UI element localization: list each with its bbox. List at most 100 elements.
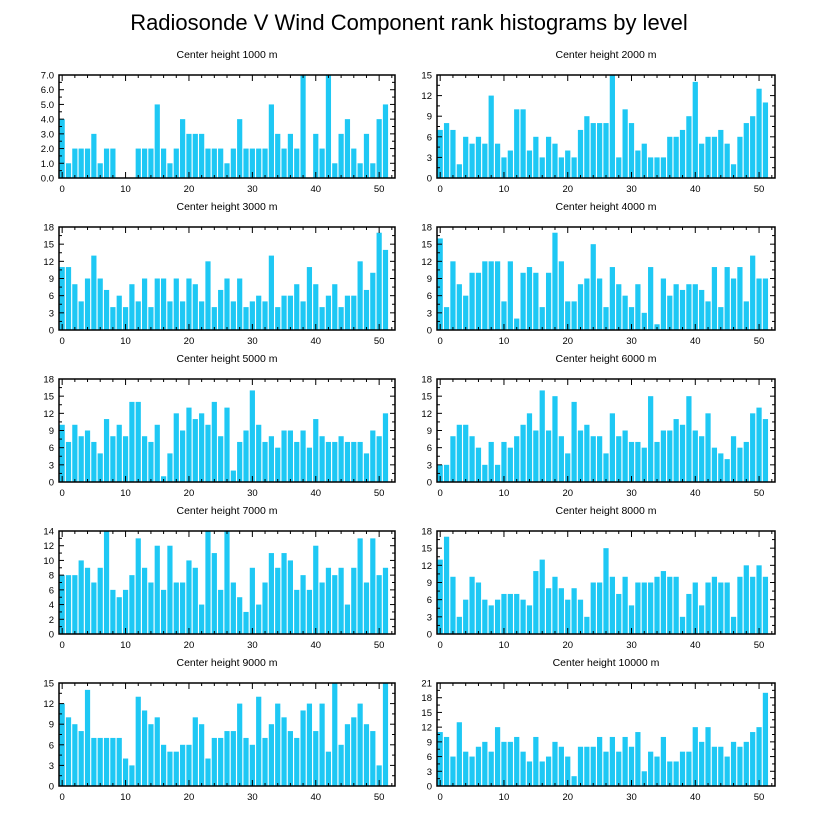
bar: [565, 453, 571, 482]
bar: [192, 567, 198, 634]
bar: [224, 163, 230, 178]
bar: [443, 736, 450, 786]
y-tick-label: 10: [43, 556, 54, 567]
y-tick-label: 6: [427, 752, 432, 763]
bar: [584, 278, 590, 330]
bar: [262, 301, 268, 330]
x-tick-label: 10: [120, 640, 131, 651]
y-tick-label: 2: [49, 615, 54, 626]
bar: [287, 560, 293, 634]
bar: [450, 129, 456, 178]
bar: [762, 102, 769, 178]
x-tick-label: 30: [626, 792, 637, 803]
bar: [552, 396, 558, 482]
bar: [584, 616, 590, 634]
bar: [590, 582, 596, 634]
bar: [628, 605, 635, 634]
bar: [590, 123, 596, 178]
x-tick-label: 50: [374, 640, 385, 651]
bar: [711, 136, 718, 178]
bar: [281, 553, 287, 634]
bar: [186, 744, 192, 786]
bar: [584, 116, 590, 178]
bar: [275, 567, 281, 634]
panel-title: Center height 6000 m: [556, 353, 657, 365]
bar: [648, 396, 654, 482]
bar: [686, 116, 692, 178]
y-tick-label: 15: [421, 392, 432, 403]
bar: [370, 272, 376, 330]
bar: [750, 255, 756, 330]
bar: [129, 575, 135, 634]
bar: [507, 447, 513, 482]
y-tick-label: 15: [421, 240, 432, 251]
bar: [294, 148, 300, 178]
bar: [743, 123, 749, 178]
x-tick-label: 20: [562, 336, 573, 347]
bar: [59, 267, 65, 330]
bar: [313, 133, 319, 178]
bar: [281, 717, 287, 786]
bar: [507, 593, 513, 634]
x-tick-label: 40: [310, 488, 321, 499]
x-tick-label: 40: [310, 640, 321, 651]
bar: [167, 545, 173, 634]
y-tick-label: 0: [49, 782, 54, 793]
x-tick-label: 0: [438, 488, 443, 499]
x-tick-label: 10: [120, 792, 131, 803]
x-tick-label: 40: [690, 640, 701, 651]
bar: [281, 148, 287, 178]
bar: [313, 284, 319, 330]
bar: [135, 696, 141, 786]
bar: [180, 301, 186, 330]
bar: [294, 441, 300, 482]
bar: [332, 683, 338, 786]
bar: [154, 424, 160, 482]
bar: [84, 148, 91, 178]
x-tick-label: 0: [438, 184, 443, 195]
bar: [205, 424, 211, 482]
bar: [211, 737, 217, 786]
bar: [186, 560, 192, 634]
bar: [91, 441, 97, 482]
x-tick-label: 0: [60, 336, 65, 347]
bar: [724, 756, 730, 786]
x-tick-label: 10: [120, 184, 131, 195]
bar: [161, 148, 167, 178]
bar: [376, 119, 382, 178]
bar: [306, 267, 313, 330]
bar: [351, 148, 357, 178]
bar: [382, 104, 389, 178]
bar: [686, 751, 692, 786]
y-tick-label: 2.0: [41, 144, 54, 155]
y-tick-label: 15: [43, 392, 54, 403]
bar: [609, 267, 615, 330]
bar: [78, 560, 84, 634]
bar: [154, 104, 160, 178]
panel-4: Center height 4000 m 0 3 6 9 12 15 18 0 10 20 30 40 5…: [421, 201, 776, 347]
bar: [558, 436, 564, 482]
bar: [437, 464, 443, 482]
bar: [469, 272, 475, 330]
bar: [692, 727, 698, 786]
bar: [148, 307, 154, 330]
bar: [526, 761, 533, 786]
bar: [533, 136, 539, 178]
bar: [84, 689, 91, 786]
bar: [148, 441, 154, 482]
bar: [230, 148, 236, 178]
bar: [539, 157, 545, 178]
bar: [743, 301, 749, 330]
bar: [737, 576, 743, 634]
bar: [205, 261, 211, 330]
bar: [167, 163, 173, 178]
bar: [616, 751, 622, 786]
bar: [376, 232, 382, 330]
bar: [249, 148, 255, 178]
bar: [597, 436, 603, 482]
bar: [224, 407, 230, 482]
bar: [243, 307, 249, 330]
bar: [616, 157, 622, 178]
bar: [443, 123, 450, 178]
bar: [609, 736, 615, 786]
